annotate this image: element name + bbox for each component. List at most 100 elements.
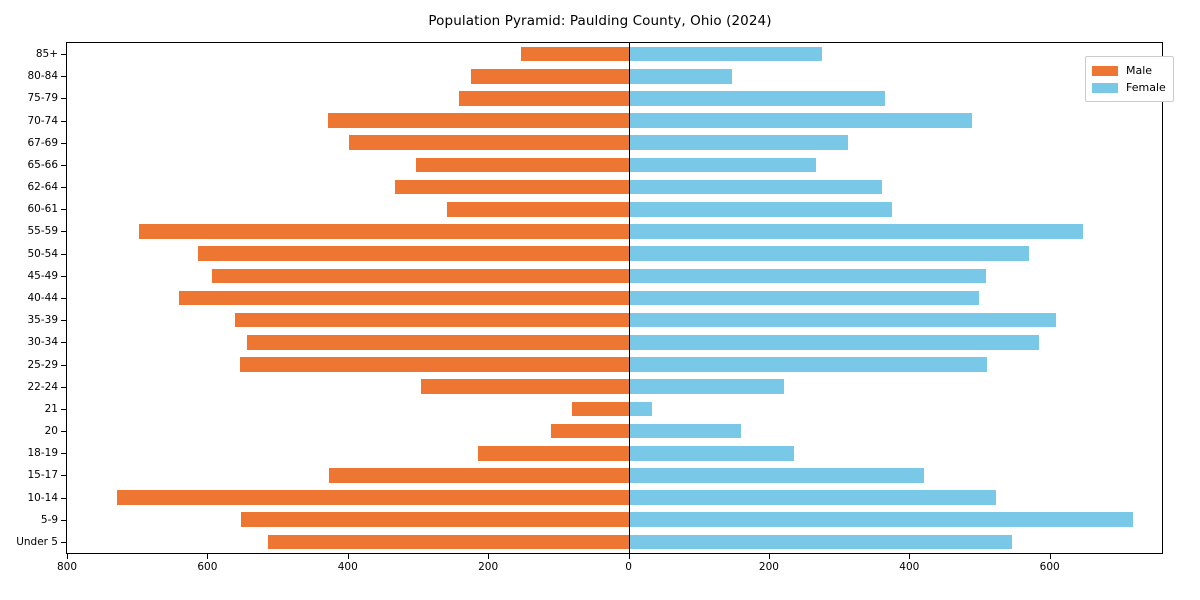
x-axis-tick-label: 0 — [625, 561, 632, 573]
y-axis-tick-label: 80-84 — [27, 70, 58, 83]
y-axis-tick-label: Under 5 — [16, 535, 58, 548]
pyramid-row — [67, 135, 1162, 151]
y-axis-tick-mark — [61, 275, 66, 277]
bar-female — [628, 490, 997, 505]
bar-male — [478, 445, 629, 461]
bar-female — [628, 290, 980, 306]
y-axis-tick-mark — [61, 253, 66, 255]
x-axis-tick-mark — [768, 554, 770, 559]
pyramid-row — [67, 401, 1162, 417]
pyramid-row — [67, 224, 1162, 239]
pyramid-row — [67, 534, 1162, 550]
chart-legend: Male Female — [1085, 56, 1174, 102]
y-axis-tick-label: 10-14 — [27, 491, 58, 504]
bar-female — [628, 512, 1134, 528]
y-axis-tick-label: 62-64 — [27, 181, 58, 194]
bar-female — [628, 91, 885, 106]
bar-male — [328, 468, 629, 483]
y-axis-tick-label: 22-24 — [27, 380, 58, 393]
y-axis-tick-label: 35-39 — [27, 314, 58, 327]
bar-female — [628, 534, 1012, 550]
y-axis-tick-mark — [61, 76, 66, 78]
y-axis-tick-label: 20 — [44, 425, 58, 438]
x-axis-tick-mark — [628, 554, 630, 559]
x-axis-tick-label: 200 — [478, 561, 499, 573]
legend-label: Female — [1126, 81, 1166, 94]
legend-swatch-icon — [1092, 65, 1118, 76]
pyramid-row — [67, 157, 1162, 173]
y-axis-tick-label: 21 — [44, 402, 58, 415]
y-axis-tick-label: 85+ — [35, 48, 58, 61]
pyramid-row — [67, 423, 1162, 439]
bar-male — [235, 312, 629, 328]
legend-item-male[interactable]: Male — [1092, 62, 1166, 79]
bar-female — [628, 468, 925, 483]
pyramid-row — [67, 379, 1162, 394]
bar-female — [628, 46, 823, 62]
y-axis-tick-label: 18-19 — [27, 447, 58, 460]
y-axis-tick-label: 30-34 — [27, 336, 58, 349]
x-axis-tick-mark — [1049, 554, 1051, 559]
x-axis-tick-mark — [909, 554, 911, 559]
x-axis-tick-label: 600 — [1039, 561, 1060, 573]
bar-female — [628, 224, 1084, 239]
bar-male — [178, 290, 629, 306]
bar-male — [550, 423, 629, 439]
x-axis-tick-marks — [66, 554, 1163, 560]
x-axis-tick-label: 400 — [899, 561, 920, 573]
y-axis-tick-mark — [61, 519, 66, 521]
y-axis-tick-label: 45-49 — [27, 269, 58, 282]
x-axis-tick-label: 400 — [337, 561, 358, 573]
bar-female — [628, 335, 1040, 350]
y-axis-tick-label: 15-17 — [27, 469, 58, 482]
bar-male — [240, 357, 629, 372]
bar-male — [138, 224, 629, 239]
legend-item-female[interactable]: Female — [1092, 79, 1166, 96]
bar-female — [628, 246, 1030, 261]
y-axis-tick-mark — [61, 320, 66, 322]
bar-female — [628, 68, 733, 84]
pyramid-row — [67, 357, 1162, 372]
x-axis-tick-mark — [488, 554, 490, 559]
pyramid-row — [67, 312, 1162, 328]
bar-female — [628, 268, 986, 284]
y-axis-tick-label: 40-44 — [27, 292, 58, 304]
bar-male — [198, 246, 629, 261]
bars-layer — [67, 43, 1162, 553]
y-axis-tick-mark — [61, 364, 66, 366]
plot-area — [66, 42, 1163, 554]
y-axis-tick-mark — [61, 298, 66, 299]
bar-male — [421, 379, 629, 394]
x-axis-tick-label: 200 — [758, 561, 779, 573]
y-axis-tick-mark — [61, 497, 66, 499]
y-axis-tick-marks — [60, 42, 66, 554]
y-axis-tick-label: 67-69 — [27, 136, 58, 149]
chart-title: Population Pyramid: Paulding County, Ohi… — [428, 13, 772, 29]
legend-label: Male — [1126, 64, 1153, 77]
y-axis-tick-label: 75-79 — [27, 92, 58, 105]
bar-male — [241, 512, 629, 528]
y-axis-tick-mark — [61, 142, 66, 144]
pyramid-row — [67, 46, 1162, 62]
y-axis-tick-mark — [61, 386, 66, 388]
y-axis-tick-label: 60-61 — [27, 203, 58, 216]
bar-female — [628, 201, 892, 217]
bar-female — [628, 113, 973, 128]
pyramid-row — [67, 335, 1162, 350]
y-axis-tick-mark — [61, 453, 66, 455]
pyramid-row — [67, 445, 1162, 461]
bar-male — [268, 534, 629, 550]
y-axis-tick-mark — [61, 408, 66, 410]
pyramid-row — [67, 468, 1162, 483]
x-axis-tick-label: 600 — [197, 561, 218, 573]
y-axis-tick-mark — [61, 541, 66, 543]
x-axis-tick-mark — [207, 554, 209, 559]
x-axis-tick-mark — [67, 554, 68, 559]
y-axis-tick-mark — [61, 431, 66, 433]
x-axis-tick-labels: 800 600 400 200 0 200 400 600 — [57, 561, 1163, 581]
pyramid-row — [67, 68, 1162, 84]
bar-female — [628, 379, 785, 394]
pyramid-row — [67, 179, 1162, 195]
pyramid-row — [67, 268, 1162, 284]
y-axis-tick-label: 25-29 — [27, 358, 58, 371]
